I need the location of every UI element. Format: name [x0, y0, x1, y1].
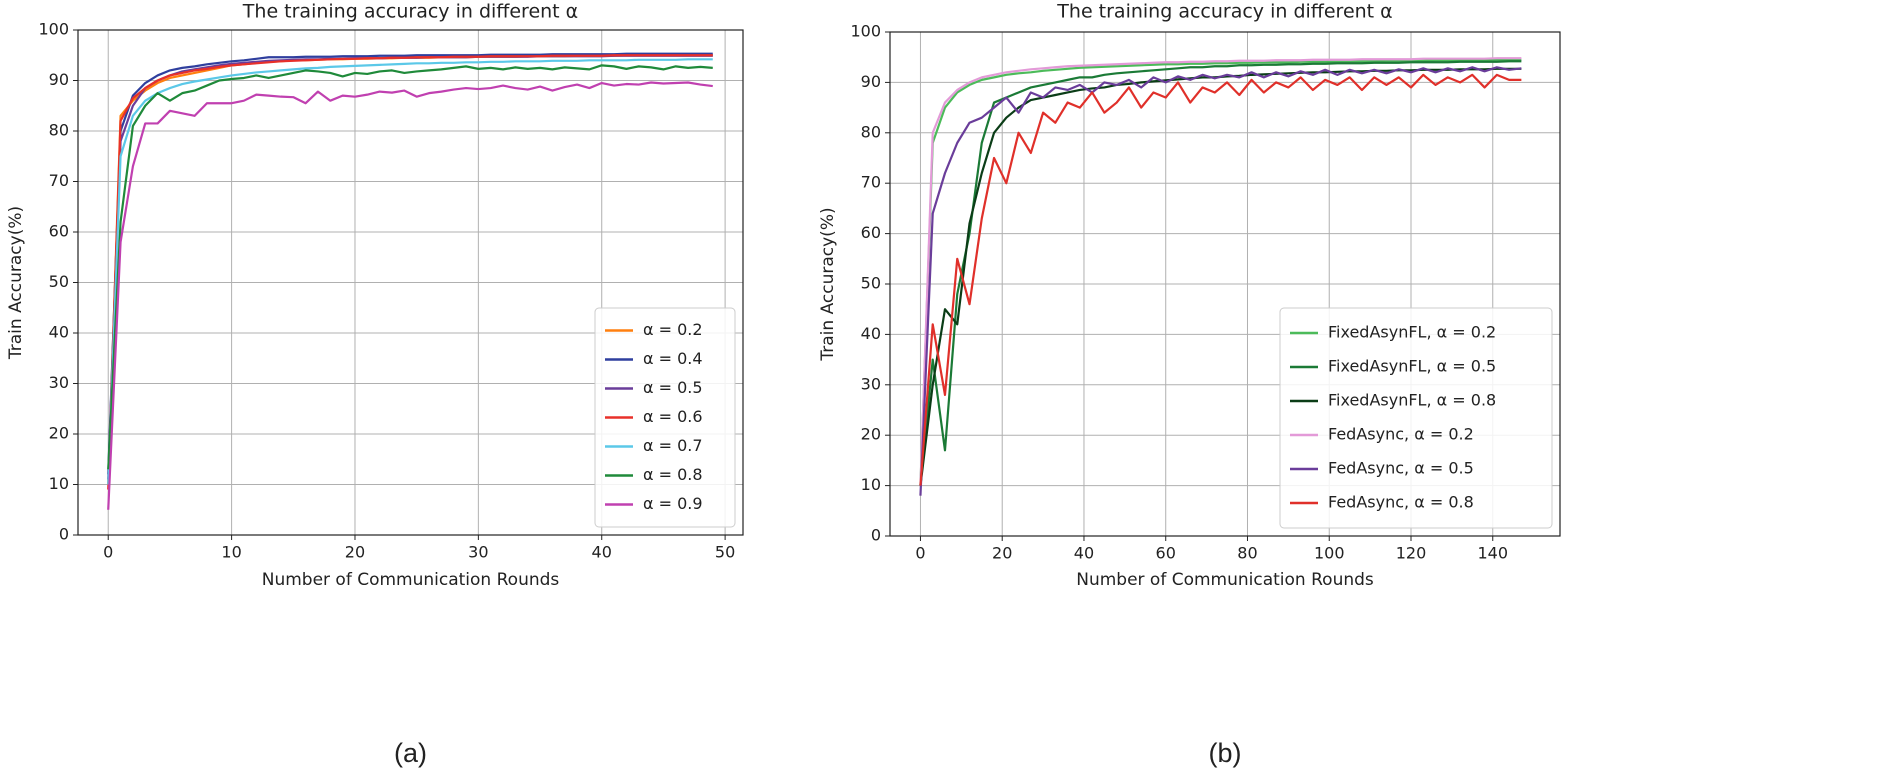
y-tick-label: 20	[861, 425, 881, 444]
legend-label: FedAsync, α = 0.2	[1328, 425, 1474, 444]
x-tick-label: 60	[1156, 544, 1176, 563]
x-tick-label: 140	[1477, 544, 1508, 563]
legend-label: α = 0.7	[643, 436, 703, 455]
y-tick-label: 70	[49, 171, 69, 190]
y-tick-label: 10	[861, 475, 881, 494]
legend-label: α = 0.8	[643, 465, 703, 484]
series-line	[919, 58, 1522, 486]
legend-label: α = 0.2	[643, 320, 703, 339]
y-tick-label: 90	[49, 70, 69, 89]
y-tick-label: 0	[59, 525, 69, 544]
y-tick-label: 80	[49, 121, 69, 140]
y-tick-label: 60	[861, 223, 881, 242]
x-tick-label: 0	[915, 544, 925, 563]
y-tick-label: 90	[861, 72, 881, 91]
series-line	[107, 58, 713, 485]
x-tick-label: 40	[592, 543, 612, 562]
series-line	[107, 64, 713, 470]
series-line	[919, 66, 1522, 496]
y-tick-label: 0	[871, 526, 881, 545]
caption: (a)	[394, 738, 427, 768]
y-tick-label: 10	[49, 474, 69, 493]
legend-box	[1279, 307, 1553, 529]
x-tick-label: 120	[1396, 544, 1427, 563]
x-tick-label: 100	[1314, 544, 1345, 563]
legend-box	[594, 307, 736, 528]
legend-label: α = 0.4	[643, 349, 703, 368]
legend-label: FedAsync, α = 0.5	[1328, 459, 1474, 478]
plot-frame	[77, 29, 744, 536]
y-tick-label: 70	[861, 173, 881, 192]
y-tick-label: 30	[49, 373, 69, 392]
legend-label: FixedAsynFL, α = 0.2	[1328, 323, 1496, 342]
y-tick-label: 60	[49, 222, 69, 241]
x-axis-label: Number of Communication Rounds	[262, 570, 560, 590]
y-tick-label: 50	[49, 272, 69, 291]
series-line	[919, 73, 1522, 486]
series-line	[107, 81, 713, 510]
legend-label: FixedAsynFL, α = 0.8	[1328, 391, 1496, 410]
x-tick-label: 30	[468, 543, 488, 562]
x-axis-label: Number of Communication Rounds	[1076, 570, 1374, 590]
series-line	[919, 57, 1522, 486]
x-tick-label: 50	[715, 543, 735, 562]
chart-title: The training accuracy in different α	[1056, 1, 1392, 23]
x-tick-label: 20	[992, 544, 1012, 563]
x-tick-label: 40	[1074, 544, 1094, 563]
legend-label: α = 0.5	[643, 378, 703, 397]
y-tick-label: 50	[861, 274, 881, 293]
y-tick-label: 80	[861, 122, 881, 141]
y-tick-label: 40	[49, 323, 69, 342]
x-tick-label: 80	[1237, 544, 1257, 563]
series-line	[919, 60, 1522, 486]
series-line	[107, 54, 713, 490]
legend-label: FixedAsynFL, α = 0.5	[1328, 357, 1496, 376]
legend-label: FedAsync, α = 0.8	[1328, 493, 1474, 512]
y-tick-label: 40	[861, 324, 881, 343]
plot-frame	[889, 31, 1561, 537]
chart-title: The training accuracy in different α	[242, 1, 578, 23]
legend-label: α = 0.9	[643, 494, 703, 513]
x-tick-label: 10	[221, 543, 241, 562]
x-tick-label: 0	[103, 543, 113, 562]
caption: (b)	[1209, 738, 1242, 768]
y-axis-label: Train Accuracy(%)	[6, 206, 26, 360]
x-tick-label: 20	[345, 543, 365, 562]
y-tick-label: 20	[49, 424, 69, 443]
legend-label: α = 0.6	[643, 407, 703, 426]
y-axis-label: Train Accuracy(%)	[818, 207, 838, 361]
y-tick-label: 100	[38, 20, 69, 39]
y-tick-label: 30	[861, 374, 881, 393]
y-tick-label: 100	[850, 22, 881, 41]
